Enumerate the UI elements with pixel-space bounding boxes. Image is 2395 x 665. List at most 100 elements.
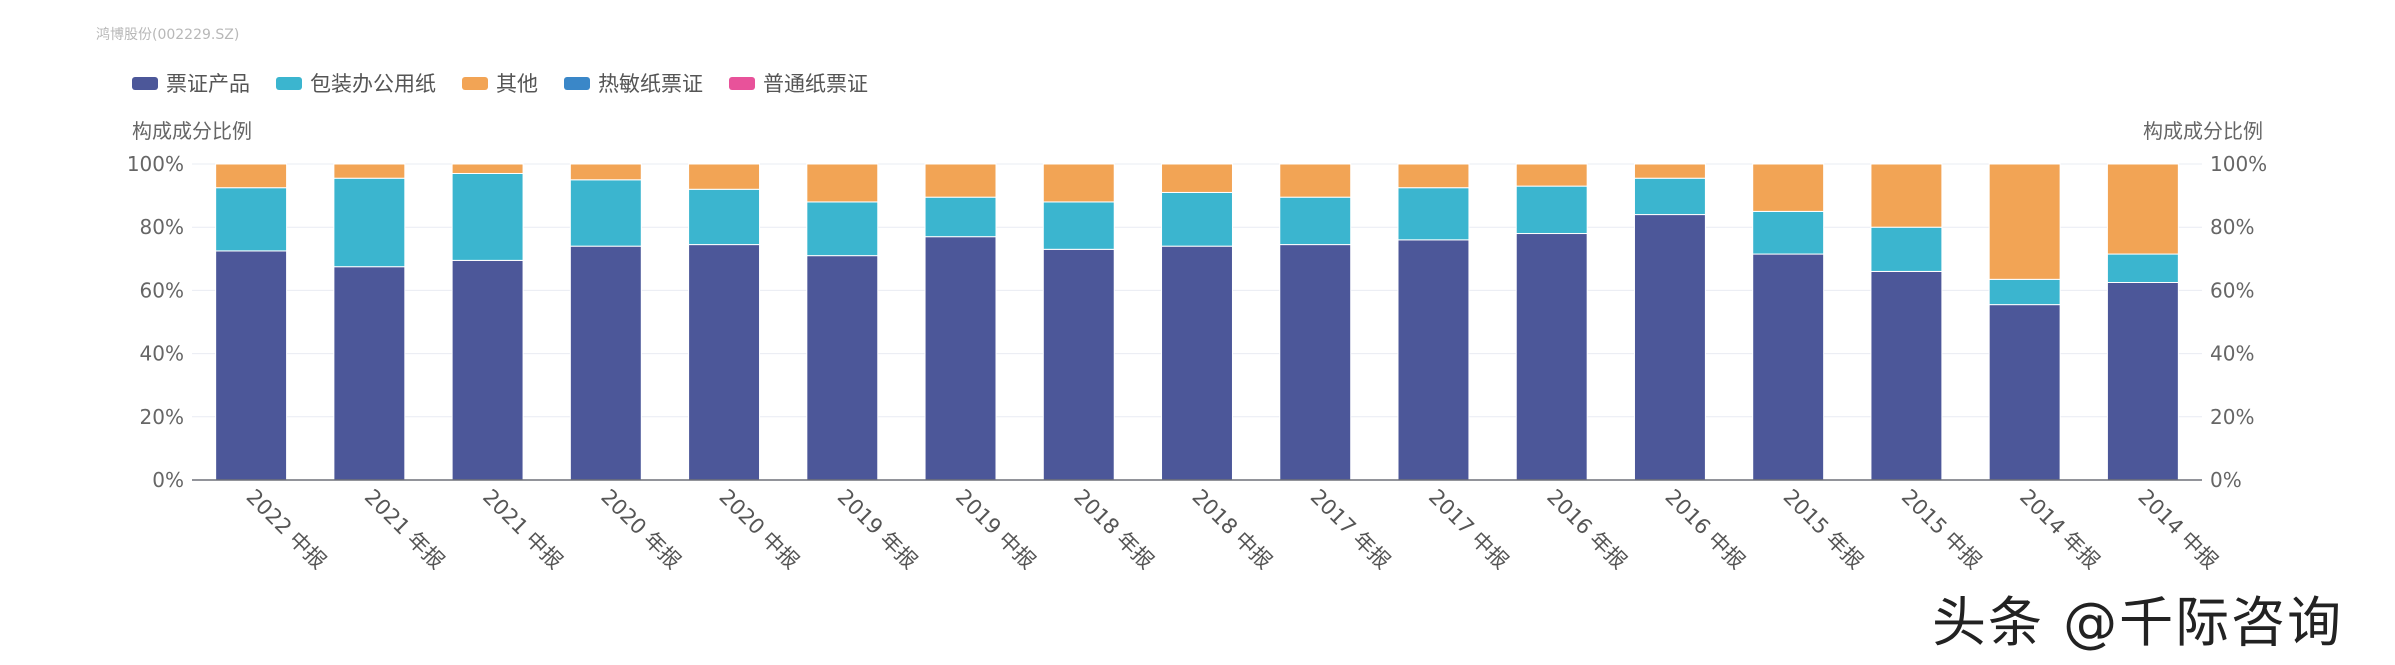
y-tick-label-left: 20% <box>140 405 184 429</box>
source-label: 鸿博股份(002229.SZ) <box>96 27 240 43</box>
bar-segment <box>1752 210 1825 255</box>
x-tick-label: 2018 年报 <box>1069 485 1158 574</box>
legend-label: 热敏纸票证 <box>598 72 703 96</box>
bar-segment <box>1397 163 1470 189</box>
bar-segment <box>1870 270 1943 481</box>
bar-segment <box>1161 163 1233 193</box>
legend-item-qita[interactable]: 其他 <box>462 68 538 98</box>
bar-segment <box>924 163 997 198</box>
legend-swatch <box>132 76 158 90</box>
legend-item-remin[interactable]: 热敏纸票证 <box>564 68 703 98</box>
bar-segment <box>215 163 288 189</box>
y-axis-title-left: 构成成分比例 <box>132 119 252 143</box>
bar-segment <box>806 163 879 203</box>
legend-item-baozhuang[interactable]: 包装办公用纸 <box>276 68 436 98</box>
y-tick-label-left: 60% <box>140 278 184 302</box>
bar-segment <box>924 196 997 238</box>
bar-segment <box>1161 245 1233 481</box>
bar-segment <box>333 163 406 179</box>
y-tick-label-left: 80% <box>140 215 184 239</box>
y-tick-label-left: 0% <box>152 468 184 492</box>
x-tick-label: 2015 年报 <box>1779 485 1868 574</box>
y-tick-label-right: 0% <box>2210 468 2242 492</box>
legend-item-piaozheng[interactable]: 票证产品 <box>132 68 250 98</box>
legend-label: 票证产品 <box>166 72 250 96</box>
x-tick-label: 2021 中报 <box>478 485 567 574</box>
bar-segment <box>1752 253 1825 481</box>
x-tick-label: 2016 年报 <box>1542 485 1631 574</box>
bar-segment <box>451 163 524 174</box>
bar-segment <box>688 163 761 190</box>
legend-swatch <box>462 76 488 90</box>
legend: 票证产品 包装办公用纸 其他 热敏纸票证 普通纸票证 <box>132 68 894 98</box>
x-tick-label: 2014 中报 <box>2133 485 2222 574</box>
x-tick-label: 2020 年报 <box>596 485 685 574</box>
bar-segment <box>1515 185 1588 235</box>
bar-segment <box>1042 201 1115 250</box>
bar-segment <box>1870 226 1943 272</box>
y-axis-title-right: 构成成分比例 <box>2143 119 2263 143</box>
legend-swatch <box>729 76 755 90</box>
bar-segment <box>688 244 761 481</box>
legend-label: 普通纸票证 <box>763 72 868 96</box>
x-tick-label: 2019 中报 <box>951 485 1040 574</box>
y-tick-label-left: 40% <box>140 342 184 366</box>
bar-segment <box>806 255 879 481</box>
x-tick-label: 2021 年报 <box>360 485 449 574</box>
bar-segment <box>1633 177 1706 216</box>
y-tick-label-right: 20% <box>2210 405 2254 429</box>
y-tick-label-right: 100% <box>2210 152 2267 176</box>
bar-segment <box>1988 304 2061 481</box>
bar-segment <box>215 187 288 252</box>
bar-segment <box>1988 278 2061 306</box>
bar-segment <box>1515 163 1588 187</box>
x-tick-label: 2017 中报 <box>1424 485 1513 574</box>
bar-segment <box>1870 163 1943 228</box>
y-tick-label-left: 100% <box>127 152 184 176</box>
legend-label: 包装办公用纸 <box>310 72 436 96</box>
bar-segment <box>1752 163 1825 212</box>
bar-segment <box>215 250 288 481</box>
bar-segment <box>2106 163 2179 255</box>
x-tick-label: 2019 年报 <box>833 485 922 574</box>
legend-item-putong[interactable]: 普通纸票证 <box>729 68 868 98</box>
legend-label: 其他 <box>496 72 538 96</box>
bar-segment <box>1515 233 1588 481</box>
bar-segment <box>1397 239 1470 481</box>
bar-segment <box>569 163 642 181</box>
bar-segment <box>1279 244 1352 481</box>
x-tick-label: 2015 中报 <box>1897 485 1986 574</box>
y-tick-label-right: 80% <box>2210 215 2254 239</box>
x-tick-label: 2016 中报 <box>1660 485 1749 574</box>
x-tick-label: 2014 年报 <box>2015 485 2104 574</box>
bar-segment <box>1988 163 2061 280</box>
bar-segment <box>1397 187 1470 241</box>
y-tick-label-right: 40% <box>2210 342 2254 366</box>
bar-segment <box>688 188 761 246</box>
y-tick-label-right: 60% <box>2210 278 2254 302</box>
bar-segment <box>1633 214 1706 481</box>
bar-segment <box>569 179 642 247</box>
bar-segment <box>1279 163 1352 198</box>
bar-segment <box>569 245 642 481</box>
bar-segment <box>2106 253 2179 283</box>
x-tick-label: 2020 中报 <box>715 485 804 574</box>
bar-segment <box>451 172 524 261</box>
bar-segment <box>2106 282 2179 481</box>
bar-segment <box>451 259 524 481</box>
x-tick-label: 2017 年报 <box>1306 485 1395 574</box>
bar-segment <box>333 266 406 481</box>
bar-segment <box>924 236 997 481</box>
bar-segment <box>1161 191 1233 247</box>
bar-segment <box>1042 248 1115 481</box>
bar-segment <box>806 201 879 257</box>
bar-segment <box>333 177 406 268</box>
watermark: 头条 @千际咨询 <box>1932 591 2344 654</box>
legend-swatch <box>564 76 590 90</box>
bar-segment <box>1633 163 1706 179</box>
bar-segment <box>1279 196 1352 246</box>
x-tick-label: 2018 中报 <box>1187 485 1276 574</box>
legend-swatch <box>276 76 302 90</box>
